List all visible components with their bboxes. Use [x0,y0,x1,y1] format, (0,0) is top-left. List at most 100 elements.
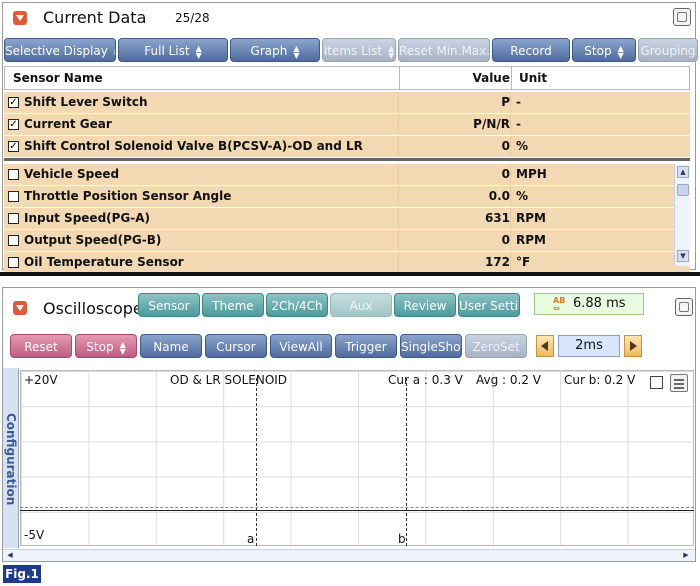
scroll-down-icon[interactable]: ▼ [677,250,689,262]
sensor-name: Current Gear [24,117,112,131]
full-list-button[interactable]: Full List ▲ ▼ [118,38,228,62]
cursor-a-line[interactable] [256,378,257,546]
user-setting-button[interactable]: User Setting [458,293,520,317]
graph-button[interactable]: Graph ▲ ▼ [230,38,320,62]
scroll-right-icon[interactable]: ▶ [683,551,689,559]
updown-arrows-icon: ▲▼ [195,43,202,60]
review-button[interactable]: Review [394,293,456,317]
stop-button[interactable]: Stop ▲ ▼ [75,334,137,358]
cell-divider [510,164,511,185]
name-button[interactable]: Name [140,334,202,358]
column-unit[interactable]: Unit [519,71,548,85]
cursor-a-reading: Cur a : 0.3 V [388,373,463,387]
theme-button[interactable]: Theme [202,293,264,317]
sensor-row[interactable]: ✓ Shift Control Solenoid Valve B(PCSV-A)-… [4,136,690,158]
checkbox[interactable] [8,213,19,224]
stop-button[interactable]: Stop ▲ ▼ [572,38,636,62]
checkbox[interactable] [8,235,19,246]
grouping-button[interactable]: Grouping [638,38,698,62]
checkbox[interactable] [8,169,19,180]
configuration-tab[interactable]: Configuration [3,368,19,548]
cell-divider [510,208,511,229]
updown-arrows-icon: ▲▼ [114,44,115,59]
sensor-row[interactable]: ✓ Current Gear P/N/R - [4,114,690,136]
maximize-icon[interactable] [675,298,693,316]
sensor-row[interactable]: ✓ Shift Lever Switch P - [4,92,690,114]
trigger-button[interactable]: Trigger [335,334,397,358]
maximize-icon[interactable] [673,8,691,26]
fixed-rows-divider [4,158,690,161]
column-sensor-name[interactable]: Sensor Name [13,71,103,85]
cell-divider [398,230,399,251]
sensor-name: Output Speed(PG-B) [24,233,162,247]
sensor-name: Oil Temperature Sensor [24,255,184,269]
measure-icon: AB ⇔ [553,296,566,313]
checkbox-checked[interactable]: ✓ [8,119,19,130]
column-divider [399,67,400,89]
channel-title: OD & LR SOLENOID [170,373,288,387]
cell-divider [398,186,399,207]
sensor-row[interactable]: Input Speed(PG-A) 631 RPM [4,208,690,230]
sensor-row[interactable]: Output Speed(PG-B) 0 RPM [4,230,690,252]
scroll-thumb[interactable] [677,184,689,196]
time-division-value[interactable]: 2ms [558,335,620,357]
cell-divider [398,136,399,157]
updown-arrows-icon: ▲▼ [617,43,624,60]
scope-grid [20,370,694,546]
sensor-row[interactable]: Oil Temperature Sensor 172 °F [4,252,690,274]
viewall-button[interactable]: ViewAll [270,334,332,358]
sensor-name: Vehicle Speed [24,167,120,181]
cursor-b-marker[interactable]: b [398,532,406,546]
item-count: 25/28 [175,11,210,25]
figure-label: Fig.1 [3,565,41,583]
2ch-4ch-button[interactable]: 2Ch/4Ch [266,293,328,317]
scroll-left-icon[interactable]: ◀ [7,551,13,559]
column-value[interactable]: Value [472,71,510,85]
cursor-a-marker[interactable]: a [247,532,255,546]
cursor-b-line[interactable] [406,378,407,546]
items-list-button[interactable]: Items List ▲ ▼ [322,38,396,62]
sensor-value: 631 [484,211,510,225]
checkbox[interactable] [8,191,19,202]
time-decrease-icon[interactable] [536,335,554,357]
updown-arrows-icon: ▲▼ [119,339,126,356]
time-division-control: 2ms [536,334,642,358]
signal-trace [20,510,694,511]
time-readout: AB ⇔ 6.88 ms [534,293,644,315]
cursor-b-reading: Cur b: 0.2 V [564,373,636,387]
sensor-value: 0 [501,167,510,181]
sensor-list-scrollbar[interactable]: ▲ ▼ [674,164,690,266]
cell-divider [510,114,511,135]
sensor-value: 0 [501,233,510,247]
reset-button[interactable]: Reset [10,334,72,358]
cell-divider [510,252,511,273]
checkbox-checked[interactable]: ✓ [8,141,19,152]
checkbox[interactable] [8,257,19,268]
scope-scrollbar[interactable]: ◀ ▶ [3,549,695,561]
cell-divider [510,186,511,207]
time-increase-icon[interactable] [624,335,642,357]
sensor-unit: RPM [516,233,546,247]
record-button[interactable]: Record [492,38,570,62]
sensor-unit: % [516,139,529,153]
checkbox-checked[interactable]: ✓ [8,97,19,108]
scope-checkbox[interactable] [650,376,663,389]
cursor-button[interactable]: Cursor [205,334,267,358]
reset-min-max-button[interactable]: Reset Min.Max. [398,38,490,62]
scroll-up-icon[interactable]: ▲ [677,166,689,178]
menu-icon[interactable] [670,374,688,392]
cell-divider [398,164,399,185]
collapse-arrow-icon[interactable] [13,301,27,315]
aux-button[interactable]: Aux [330,293,392,317]
sensor-row[interactable]: Vehicle Speed 0 MPH [4,164,690,186]
cell-divider [398,92,399,113]
scale-bottom-label: -5V [24,528,45,542]
collapse-arrow-icon[interactable] [13,11,27,25]
sensor-value: 0 [501,139,510,153]
singleshot-button[interactable]: SingleShot [400,334,462,358]
sensor-row[interactable]: Throttle Position Sensor Angle 0.0% [4,186,690,208]
sensor-name: Throttle Position Sensor Angle [24,189,232,203]
sensor-button[interactable]: Sensor [138,293,200,317]
selective-display-button[interactable]: Selective Display▲▼ [4,38,116,62]
zeroset-button[interactable]: ZeroSet [465,334,527,358]
